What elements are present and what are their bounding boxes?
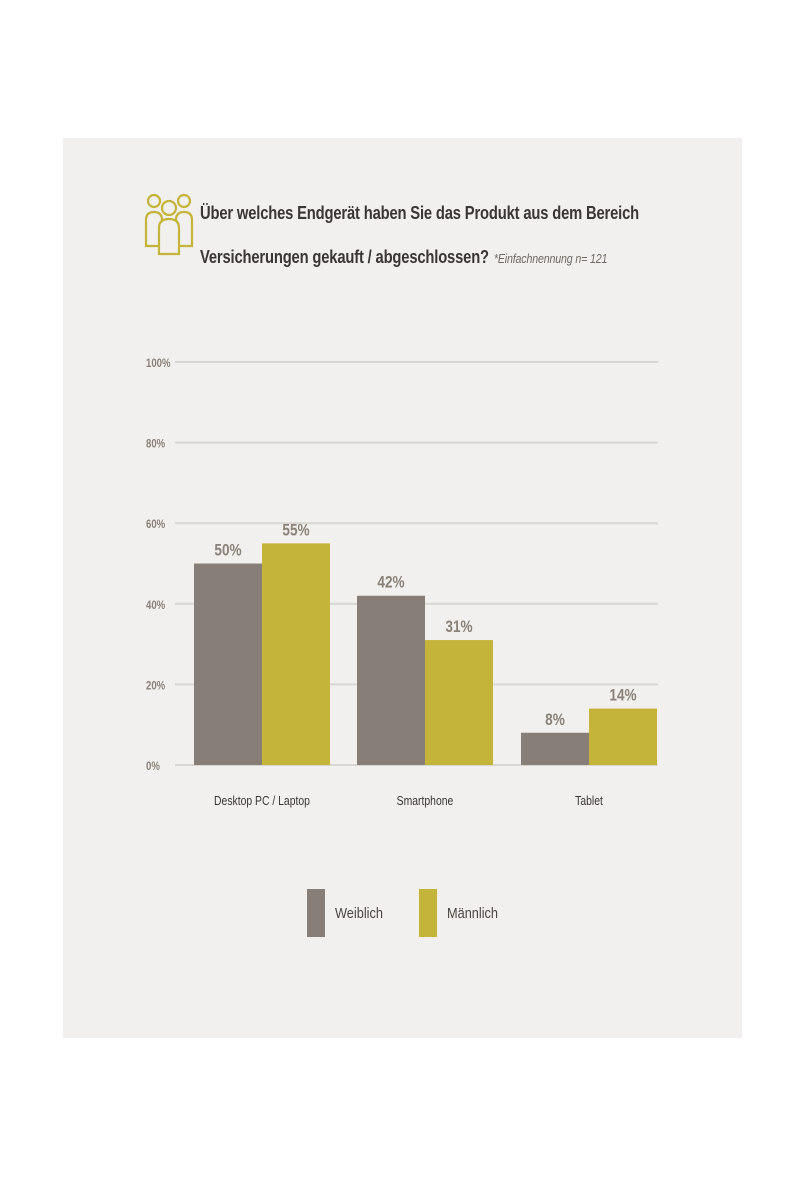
legend-swatch-maennlich: [419, 889, 437, 937]
bar-weiblich: [194, 563, 262, 765]
chart-subtitle-note: *Einfachnennung n= 121: [493, 251, 608, 266]
y-tick-label: 0%: [146, 760, 160, 773]
legend-label-maennlich: Männlich: [447, 905, 499, 922]
data-label: 14%: [609, 686, 636, 705]
data-label: 50%: [214, 541, 241, 560]
data-label: 8%: [545, 710, 565, 729]
y-tick-label: 40%: [146, 599, 166, 612]
bar-mnnlich: [262, 543, 330, 765]
y-tick-label: 100%: [146, 357, 171, 370]
x-tick-label: Tablet: [575, 794, 603, 808]
data-label: 31%: [445, 618, 472, 637]
people-group-icon: [144, 193, 194, 256]
data-label: 42%: [377, 573, 404, 592]
y-tick-label: 20%: [146, 679, 166, 692]
bar-weiblich: [521, 732, 589, 765]
chart-title-line-2: Versicherungen gekauft / abgeschlossen? *…: [200, 247, 607, 268]
chart-title-text: Versicherungen gekauft / abgeschlossen?: [200, 247, 489, 267]
x-tick-label: Desktop PC / Laptop: [214, 794, 310, 808]
y-tick-label: 60%: [146, 518, 166, 531]
bar-mnnlich: [425, 640, 493, 765]
chart-panel: [63, 138, 742, 1038]
chart-title-line-1: Über welches Endgerät haben Sie das Prod…: [200, 203, 640, 223]
data-label: 55%: [282, 521, 309, 540]
legend-swatch-weiblich: [307, 889, 325, 937]
x-tick-label: Smartphone: [397, 794, 454, 808]
y-tick-label: 80%: [146, 438, 166, 451]
legend-label-weiblich: Weiblich: [335, 905, 383, 922]
bar-weiblich: [357, 595, 425, 765]
bar-mnnlich: [589, 708, 657, 765]
